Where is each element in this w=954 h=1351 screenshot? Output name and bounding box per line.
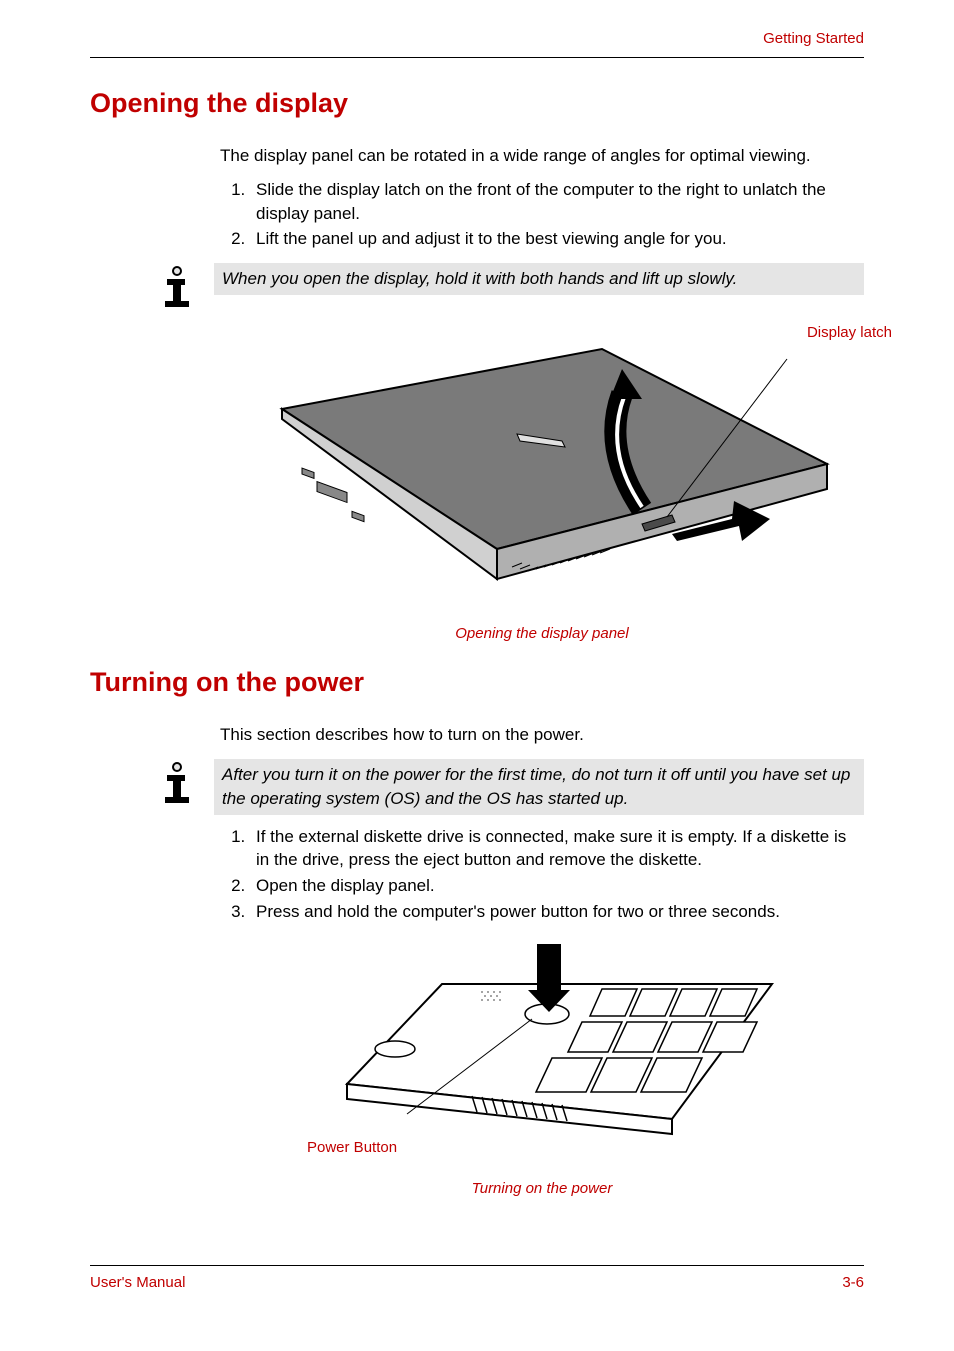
chapter-name: Getting Started [763,30,864,47]
note-block-1: When you open the display, hold it with … [90,263,864,309]
section2-steps: If the external diskette drive is connec… [220,825,864,924]
section2-step-3: Press and hold the computer's power butt… [250,900,864,924]
note-block-2: After you turn it on the power for the f… [90,759,864,815]
label-power-button: Power Button [307,1139,397,1156]
section1-intro: The display panel can be rotated in a wi… [220,144,864,168]
figure1-caption: Opening the display panel [220,625,864,642]
section2-step-2: Open the display panel. [250,874,864,898]
figure2-caption: Turning on the power [220,1180,864,1197]
page-footer: User's Manual 3-6 [90,1265,864,1291]
footer-right: 3-6 [842,1274,864,1291]
figure-turning-on-power: Power Button Turning on the power [220,944,864,1197]
section-heading-turning-on-power: Turning on the power [90,667,864,698]
figure-opening-display: Display latch Opening the display panel [220,319,864,642]
page-header: Getting Started [90,30,864,58]
section1-step-2: Lift the panel up and adjust it to the b… [250,227,864,251]
section1-steps: Slide the display latch on the front of … [220,178,864,251]
section2-intro: This section describes how to turn on th… [220,723,864,747]
note-text-1: When you open the display, hold it with … [214,263,864,295]
info-icon [90,759,214,805]
info-icon [90,263,214,309]
label-display-latch: Display latch [807,324,892,341]
section-heading-opening-display: Opening the display [90,88,864,119]
note-text-2: After you turn it on the power for the f… [214,759,864,815]
section1-step-1: Slide the display latch on the front of … [250,178,864,226]
footer-left: User's Manual [90,1274,185,1291]
section2-step-1: If the external diskette drive is connec… [250,825,864,873]
